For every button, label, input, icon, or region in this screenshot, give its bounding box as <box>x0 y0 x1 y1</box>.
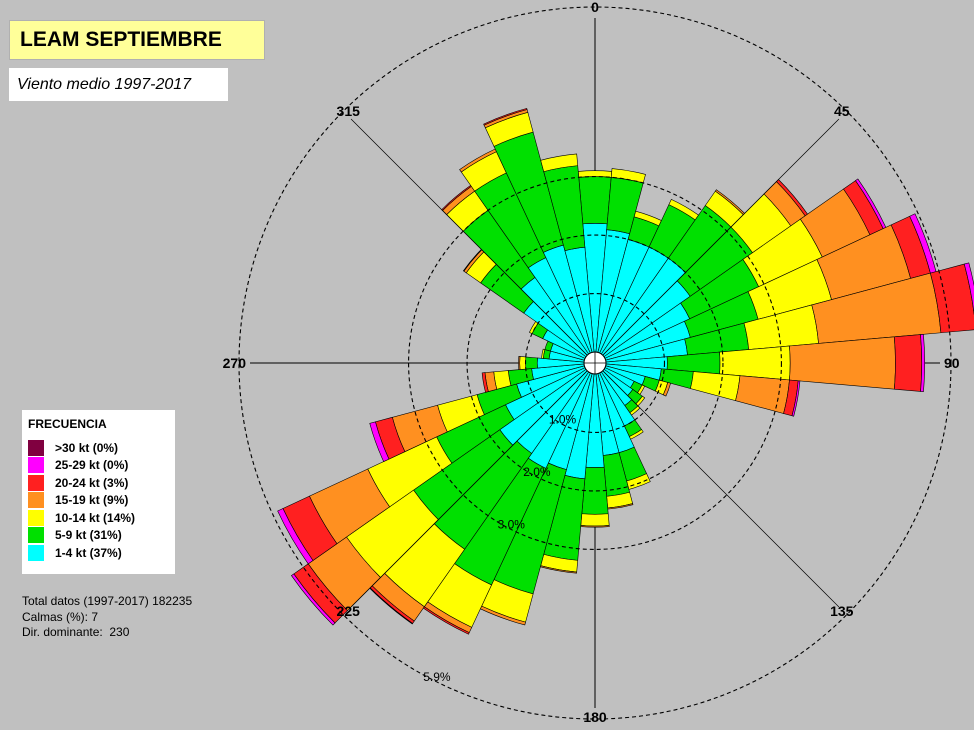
legend-label: 25-29 kt (0%) <box>55 458 129 473</box>
rose-segment <box>540 153 579 172</box>
legend-swatch <box>28 474 44 491</box>
legend-items: >30 kt (0%) 25-29 kt (0%) 20-24 kt (3%) 15-… <box>28 439 175 562</box>
legend-item: 20-24 kt (3%) <box>28 474 175 492</box>
diagonal-gridline <box>602 370 840 608</box>
direction-label: 90 <box>944 355 960 371</box>
diagonal-gridline <box>350 118 588 356</box>
rose-segment <box>662 382 671 397</box>
legend-label: 5-9 kt (31%) <box>55 528 122 543</box>
rose-segment <box>689 371 741 402</box>
legend-label: 10-14 kt (14%) <box>55 510 136 525</box>
diagonal-gridline <box>350 370 588 608</box>
rose-segment <box>525 356 538 370</box>
legend-item: 15-19 kt (9%) <box>28 492 175 510</box>
legend-swatch <box>28 544 44 561</box>
legend-swatch <box>28 509 44 526</box>
chart-subtitle: Viento medio 1997-2017 <box>9 68 228 101</box>
legend-item: 1-4 kt (37%) <box>28 544 175 562</box>
stats-total: Total datos (1997-2017) 182235 <box>22 594 193 608</box>
direction-label: 0 <box>591 0 599 15</box>
rose-segment <box>893 334 923 392</box>
legend: FRECUENCIA >30 kt (0%) 25-29 kt (0%) 20-24… <box>22 410 175 574</box>
axis-labels: 0 45 90 135 180 225 270 315 1.0% 2.0% 3.0% 5.9% <box>223 0 960 725</box>
chart-title: LEAM SEPTIEMBRE <box>9 20 265 60</box>
ring-label: 2.0% <box>523 465 551 479</box>
grid-ring <box>408 176 782 550</box>
rose-segment <box>580 513 610 527</box>
grid-ring <box>466 234 724 492</box>
rose-segment <box>578 176 612 225</box>
legend-label: 15-19 kt (9%) <box>55 493 129 508</box>
ring-label: 3.0% <box>498 518 526 532</box>
legend-swatch <box>28 457 44 474</box>
direction-label: 315 <box>337 103 361 119</box>
direction-label: 45 <box>834 103 850 119</box>
grid-ring <box>238 6 952 720</box>
direction-label: 180 <box>583 709 607 725</box>
rose-segment <box>920 333 925 393</box>
direction-label: 135 <box>830 603 854 619</box>
rose-segment <box>735 375 790 414</box>
legend-title: FRECUENCIA <box>28 417 107 431</box>
legend-label: >30 kt (0%) <box>55 440 119 455</box>
rose-segment <box>483 108 528 126</box>
legend-item: 10-14 kt (14%) <box>28 509 175 527</box>
rose-segment <box>789 336 896 390</box>
legend-swatch <box>28 527 44 544</box>
legend-swatch <box>28 439 44 456</box>
rose-segment <box>519 356 527 370</box>
rose-segment <box>541 348 546 359</box>
legend-label: 20-24 kt (3%) <box>55 475 129 490</box>
rose-segment <box>277 508 314 565</box>
legend-item: 25-29 kt (0%) <box>28 457 175 475</box>
rose-segment <box>518 356 521 370</box>
diagonal-gridline <box>602 118 840 356</box>
stats-dominant: Dir. dominante: 230 <box>22 625 130 639</box>
stats-calms: Calmas (%): 7 <box>22 609 99 624</box>
chart-overlay <box>238 6 952 720</box>
direction-label: 225 <box>337 603 361 619</box>
legend-item: >30 kt (0%) <box>28 439 175 457</box>
rose-segment <box>963 262 974 316</box>
rose-segment <box>290 573 336 626</box>
direction-label: 270 <box>223 355 247 371</box>
rose-segment <box>481 372 489 393</box>
legend-swatch <box>28 492 44 509</box>
grid-ring <box>524 292 666 434</box>
legend-label: 1-4 kt (37%) <box>55 545 122 560</box>
wind-rose-sectors <box>277 108 974 635</box>
legend-item: 5-9 kt (31%) <box>28 527 175 545</box>
ring-label: 5.9% <box>423 670 451 684</box>
ring-label: 1.0% <box>549 412 577 426</box>
rose-segment <box>791 380 801 417</box>
stats-block: Total datos (1997-2017) 182235 Calmas (%… <box>22 594 192 641</box>
rose-segment <box>369 421 390 462</box>
